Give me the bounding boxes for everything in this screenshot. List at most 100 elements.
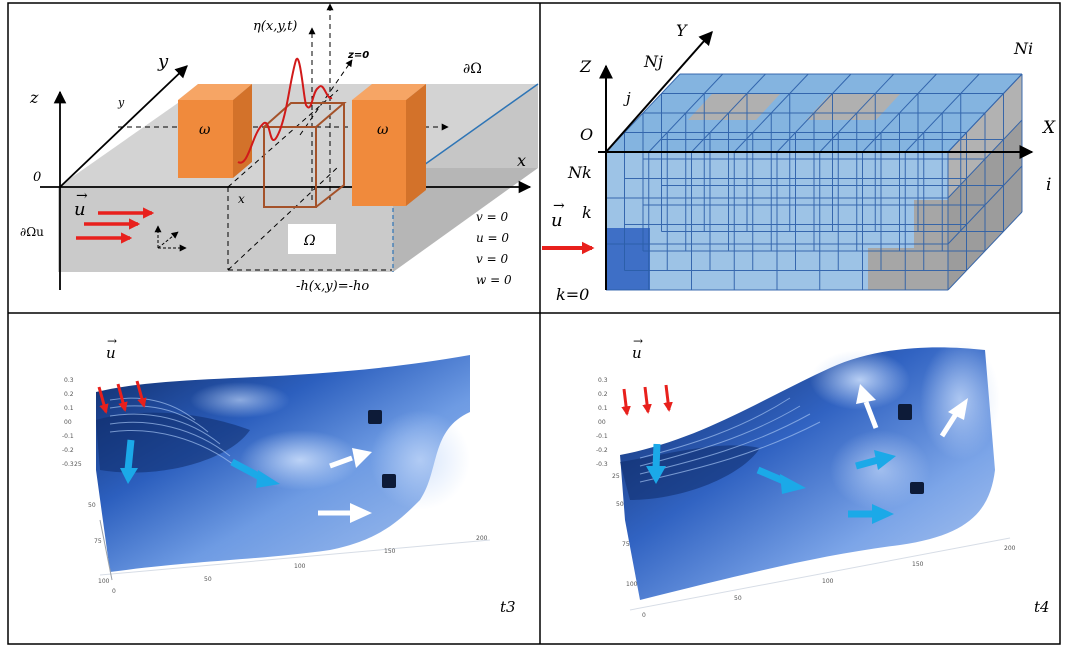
bc-line: v = 0 xyxy=(476,210,508,224)
x-tick: 100 xyxy=(294,563,306,570)
panel-b-grid-diagram: Z Y X O Nj Ni j Nk k k=0 i u → xyxy=(542,21,1056,304)
z-tick: -0.3 xyxy=(62,461,74,468)
omega-big-label: Ω xyxy=(303,233,316,249)
z-tick: -0.1 xyxy=(62,433,74,440)
z-tick: 0.1 xyxy=(64,405,74,412)
velocity-label: u xyxy=(551,210,563,231)
z-tick: 0.3 xyxy=(598,377,608,384)
z-ticks: 0.3 0.2 0.1 00 -0.1 -0.2 -0.3 xyxy=(62,377,74,468)
grid-lines xyxy=(605,73,1023,291)
z-tick: 0.1 xyxy=(598,405,608,412)
x-tick: 200 xyxy=(476,535,488,542)
origin-label: 0 xyxy=(33,170,41,185)
bc-line: v = 0 xyxy=(476,252,508,266)
obstacle-right xyxy=(352,84,426,206)
z-tick: 0.2 xyxy=(64,391,74,398)
bc-line: w = 0 xyxy=(476,273,512,287)
inflow-arrows xyxy=(621,384,673,416)
x-tick: 0 xyxy=(112,588,116,595)
y-tick: 50 xyxy=(616,501,624,508)
y-tick: 50 xyxy=(88,502,96,509)
z0-label: z=0 xyxy=(347,50,369,61)
velocity-vector-arrow: → xyxy=(553,198,565,214)
y-ticks: 25 50 75 100 xyxy=(74,461,110,585)
panel-borders xyxy=(7,2,1061,645)
flow-arrows-cyan xyxy=(124,439,264,482)
omega-left-label: ω xyxy=(199,122,211,138)
x-tick: 100 xyxy=(822,578,834,585)
free-surface-curve xyxy=(237,57,333,164)
velocity-vector-arrow: → xyxy=(76,188,88,204)
panel-a-domain-diagram: η(x,y,t) z=0 y y z 0 x x ω ω ∂Ω Ω u → ∂Ω… xyxy=(20,3,539,294)
boundary-label: ∂Ω xyxy=(463,61,482,77)
nk-label: Nk xyxy=(567,163,592,182)
ni-label: Ni xyxy=(1013,39,1033,58)
y-label: Y xyxy=(676,21,688,40)
y-tick: 100 xyxy=(98,578,110,585)
velocity-label: u xyxy=(632,344,642,362)
y-tick: 75 xyxy=(94,538,102,545)
inflow-arrows xyxy=(97,380,147,414)
y-inner-label: y xyxy=(117,96,125,109)
omega-right-label: ω xyxy=(377,122,389,138)
control-volume xyxy=(263,102,347,208)
flow-arrows-white xyxy=(318,455,353,516)
y-axis-label: y xyxy=(157,51,169,72)
z-axis-label: z xyxy=(29,88,39,107)
x-ticks: 0 50 100 150 200 xyxy=(642,545,1016,619)
x-label: X xyxy=(1041,118,1056,138)
x-inner-label: x xyxy=(238,192,245,206)
x-tick: 0 xyxy=(642,612,646,619)
z-tick: -0.3 xyxy=(596,461,608,468)
x-axis-label: x xyxy=(517,151,526,170)
velocity-vector-arrow: → xyxy=(633,334,643,348)
panel-c-surface-plot: u → t3 0.3 0.2 0.1 00 -0.1 -0.2 -0.3 25 … xyxy=(62,334,516,616)
z-tick: -0.1 xyxy=(596,433,608,440)
time-label: t3 xyxy=(500,598,516,616)
x-tick: 50 xyxy=(204,576,212,583)
velocity-vector-arrow: → xyxy=(107,334,117,348)
z-label: Z xyxy=(579,57,592,76)
panel-d-surface-plot: u → t4 0.3 0.2 0.1 00 -0.1 -0.2 -0.3 25 … xyxy=(596,334,1050,619)
inflow-boundary-label: ∂Ωu xyxy=(20,225,44,239)
z-ticks: 0.3 0.2 0.1 00 -0.1 -0.2 -0.3 xyxy=(596,377,608,468)
j-label: j xyxy=(623,89,631,107)
y-tick: 25 xyxy=(74,461,82,468)
y-tick: 25 xyxy=(612,473,620,480)
z-tick: 00 xyxy=(64,419,72,426)
x-tick: 50 xyxy=(734,595,742,602)
domain-front-face xyxy=(58,187,393,272)
y-tick: 75 xyxy=(622,541,630,548)
velocity-label: u xyxy=(106,344,116,362)
y-tick: 100 xyxy=(626,581,638,588)
origin-label: O xyxy=(580,125,593,144)
boundary-conditions: v = 0 u = 0 v = 0 w = 0 xyxy=(476,210,512,287)
k-label: k xyxy=(582,203,592,222)
flow-arrows-white xyxy=(863,401,959,438)
depth-label: -h(x,y)=-ho xyxy=(296,279,369,294)
y-axis xyxy=(59,65,188,188)
velocity-label: u xyxy=(74,199,86,220)
obstacle-left xyxy=(178,84,252,178)
omega-box xyxy=(288,224,336,254)
z-tick: -0.2 xyxy=(596,447,608,454)
z-tick: 00 xyxy=(598,419,606,426)
y-ticks: 25 50 75 100 xyxy=(612,473,638,588)
x-tick: 150 xyxy=(912,561,924,568)
x-ticks: 0 50 100 150 200 xyxy=(112,535,488,595)
bc-line: u = 0 xyxy=(476,231,509,245)
inflow-arrows xyxy=(76,207,155,244)
y-axis xyxy=(605,30,713,153)
z-tick: -0.2 xyxy=(62,447,74,454)
x-tick: 150 xyxy=(384,548,396,555)
k0-label: k=0 xyxy=(556,285,589,304)
eta-label: η(x,y,t) xyxy=(253,19,297,34)
x-tick: 200 xyxy=(1004,545,1016,552)
i-label: i xyxy=(1046,175,1051,195)
time-label: t4 xyxy=(1034,598,1050,616)
z-tick: 0.3 xyxy=(64,377,74,384)
mini-axes-icon xyxy=(154,225,187,252)
nj-label: Nj xyxy=(643,52,663,71)
z-tick: 0.2 xyxy=(598,391,608,398)
